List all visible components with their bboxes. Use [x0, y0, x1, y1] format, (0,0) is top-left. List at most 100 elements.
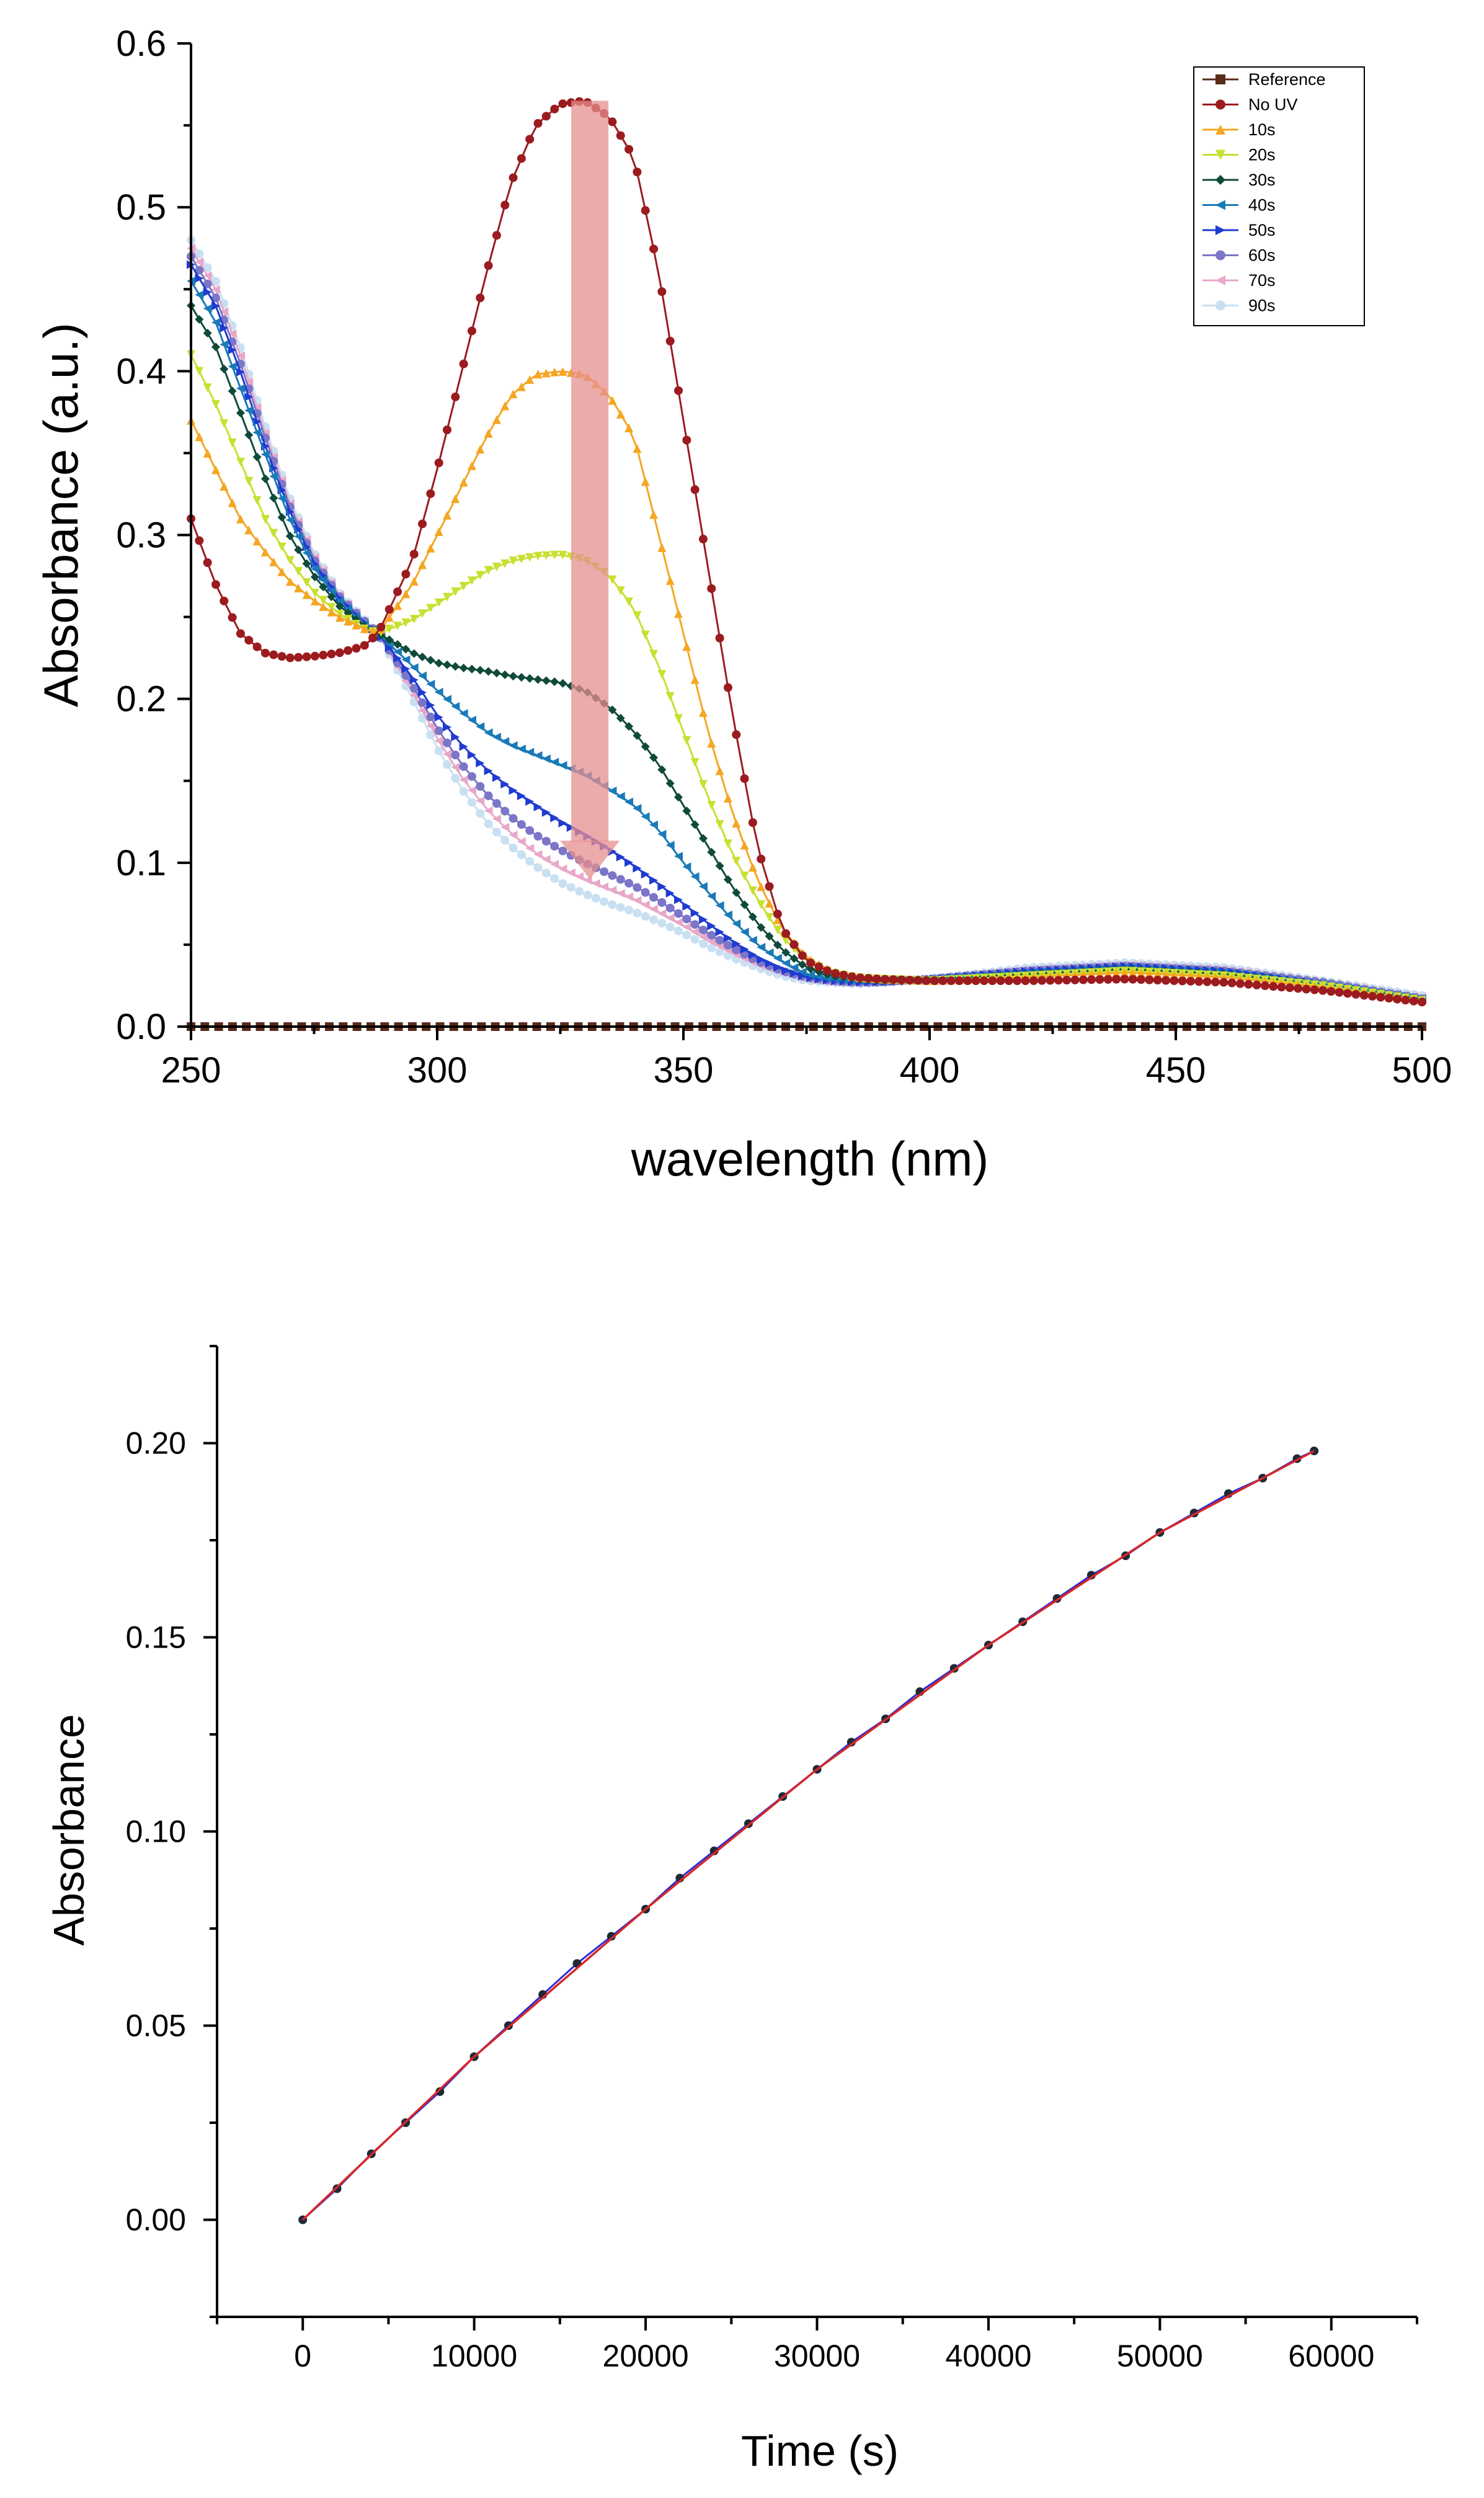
data-point: [294, 583, 303, 592]
data-point: [1153, 970, 1162, 979]
x-tick-label: 450: [1146, 1050, 1206, 1091]
data-point: [393, 601, 402, 610]
data-point: [913, 976, 923, 985]
data-point: [517, 820, 526, 829]
data-point: [757, 900, 766, 909]
kinetics-y-axis-label: Absorbance: [45, 1714, 93, 1946]
data-point: [806, 965, 815, 974]
data-point: [476, 445, 485, 454]
data-point: [426, 679, 435, 689]
data-point: [558, 367, 567, 376]
data-point: [393, 622, 402, 631]
data-point: [558, 879, 567, 888]
data-point: [698, 780, 708, 789]
data-point: [418, 688, 427, 697]
data-point: [1046, 976, 1055, 985]
data-point: [220, 340, 229, 349]
data-point: [550, 757, 559, 767]
data-point: [698, 926, 708, 935]
data-point: [707, 739, 716, 748]
data-point: [360, 624, 369, 633]
data-point: [228, 613, 237, 622]
data-point: [393, 640, 402, 649]
data-point: [1269, 982, 1278, 991]
data-point: [492, 799, 501, 808]
data-point: [550, 677, 559, 687]
data-point: [616, 792, 625, 801]
data-point: [244, 525, 254, 535]
data-point: [203, 304, 212, 313]
data-point: [384, 605, 394, 614]
data-point: [525, 844, 535, 853]
data-point: [476, 759, 485, 768]
data-point: [665, 903, 675, 912]
data-point: [434, 458, 443, 468]
absorbance-spectrum-chart: 250 300 350 400 450 5000.00.10.20.30.40.50.6 …: [33, 24, 1452, 1186]
data-point: [203, 271, 212, 280]
data-point: [451, 494, 460, 503]
data-point: [492, 827, 501, 837]
data-point: [476, 666, 485, 675]
data-point: [822, 966, 832, 975]
data-point: [566, 883, 575, 892]
data-point: [418, 671, 427, 680]
data-point: [690, 758, 700, 767]
x-tick-label: 10000: [431, 2339, 517, 2373]
data-point: [709, 1846, 719, 1855]
data-point: [732, 730, 741, 739]
data-point: [492, 814, 501, 824]
x-tick-label: 400: [900, 1050, 960, 1091]
data-point: [409, 663, 419, 672]
data-point: [533, 832, 543, 841]
data-point: [360, 641, 369, 650]
legend-label: 90s: [1248, 297, 1276, 315]
data-point: [608, 900, 617, 909]
data-point: [732, 945, 741, 955]
data-point: [839, 970, 848, 979]
data-point: [674, 895, 683, 904]
data-point: [442, 723, 451, 732]
data-point: [682, 435, 691, 445]
y-tick-label: 0.5: [116, 187, 166, 228]
data-point: [723, 793, 732, 803]
data-point: [616, 889, 625, 898]
data-point: [252, 642, 262, 651]
data-point: [467, 798, 476, 807]
legend-label: Reference: [1248, 70, 1326, 89]
data-point: [484, 667, 493, 676]
data-point: [260, 515, 270, 524]
data-point: [442, 511, 451, 520]
data-point: [1128, 975, 1137, 984]
data-point: [252, 417, 262, 426]
data-point: [1418, 997, 1426, 1007]
data-point: [418, 519, 427, 529]
data-point: [285, 653, 295, 662]
data-point: [517, 154, 526, 163]
data-point: [682, 806, 691, 816]
data-point: [525, 553, 535, 562]
data-point: [641, 812, 650, 821]
data-point: [1368, 992, 1377, 1001]
data-point: [484, 766, 493, 775]
data-point: [541, 368, 551, 378]
data-point: [459, 359, 468, 368]
data-point: [608, 885, 617, 894]
data-point: [467, 715, 476, 725]
data-point: [1178, 976, 1187, 986]
data-point: [757, 923, 766, 932]
data-point: [500, 559, 510, 568]
legend-entry: 90s: [1202, 297, 1276, 315]
data-point: [195, 265, 204, 275]
data-point: [608, 705, 617, 715]
data-point: [310, 597, 319, 606]
data-point: [211, 301, 220, 311]
data-point: [575, 872, 584, 881]
data-point: [600, 897, 609, 906]
data-point: [996, 976, 1005, 986]
data-point: [484, 728, 493, 738]
data-point: [715, 820, 724, 829]
data-point: [740, 927, 749, 937]
data-point: [698, 708, 708, 717]
data-point: [831, 969, 840, 978]
data-point: [203, 383, 212, 393]
